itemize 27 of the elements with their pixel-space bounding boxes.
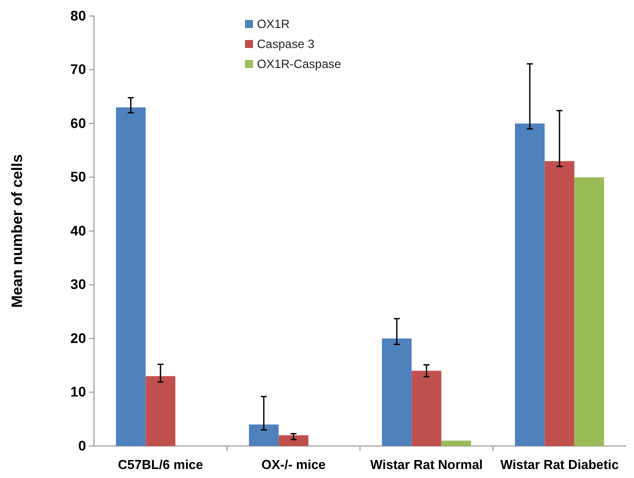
y-tick-label: 20	[70, 330, 86, 346]
bar	[116, 107, 146, 446]
legend-label: Caspase 3	[257, 37, 315, 51]
y-tick-label: 50	[70, 168, 86, 185]
y-axis-title: Mean number of cells	[9, 154, 26, 308]
bar	[514, 124, 545, 446]
y-tick-label: 0	[78, 437, 86, 454]
y-tick-label: 70	[70, 61, 86, 78]
y-tick-label: 10	[70, 384, 86, 400]
bar	[146, 376, 176, 446]
y-tick-label: 80	[70, 7, 86, 24]
bar	[574, 177, 604, 446]
y-tick-label: 40	[70, 222, 86, 238]
bar	[278, 435, 308, 446]
bar	[441, 440, 472, 446]
y-tick-label: 60	[70, 114, 86, 131]
bar	[544, 161, 574, 446]
bar	[412, 370, 442, 446]
y-tick-label: 30	[70, 276, 86, 292]
legend-label: OX1R	[257, 17, 290, 31]
legend-label: OX1R-Caspase	[257, 57, 342, 71]
x-tick-label: C57BL/6 mice	[118, 457, 204, 472]
bar	[248, 424, 279, 446]
x-tick-label: OX-/- mice	[261, 457, 326, 472]
x-tick-label: Wistar Rat Diabetic	[500, 457, 619, 472]
x-tick-label: Wistar Rat Normal	[370, 457, 483, 472]
bar	[382, 338, 412, 446]
